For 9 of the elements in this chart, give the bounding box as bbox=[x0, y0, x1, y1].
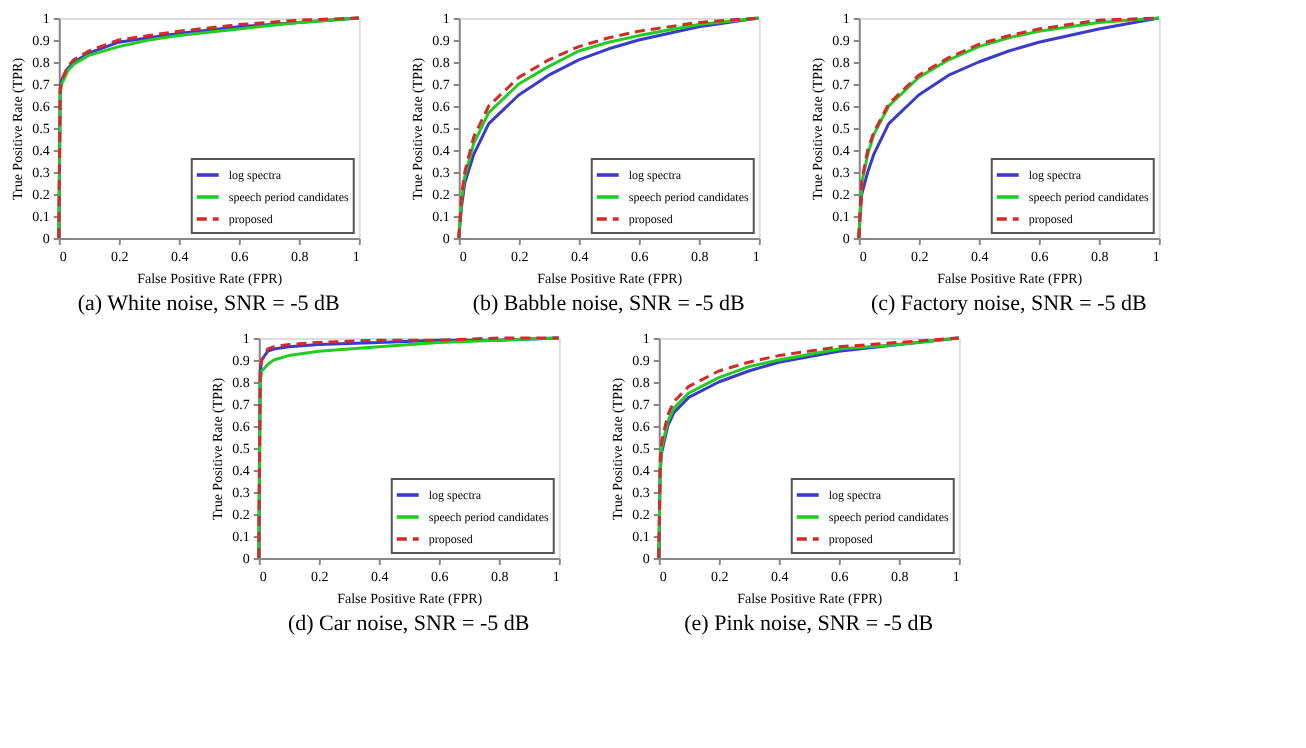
text: (d) Car noise, SNR = -5 dB bbox=[287, 612, 530, 636]
text: (b) Babble noise, SNR = -5 dB bbox=[472, 292, 745, 316]
line-series bbox=[857, 16, 1161, 240]
text: (c) Factory noise, SNR = -5 dB bbox=[870, 292, 1147, 316]
line-series bbox=[657, 336, 961, 560]
text: (e) Pink noise, SNR = -5 dB bbox=[684, 612, 934, 636]
line-series bbox=[457, 16, 761, 240]
line-series bbox=[57, 16, 361, 240]
text: (a) White noise, SNR = -5 dB bbox=[77, 292, 340, 316]
